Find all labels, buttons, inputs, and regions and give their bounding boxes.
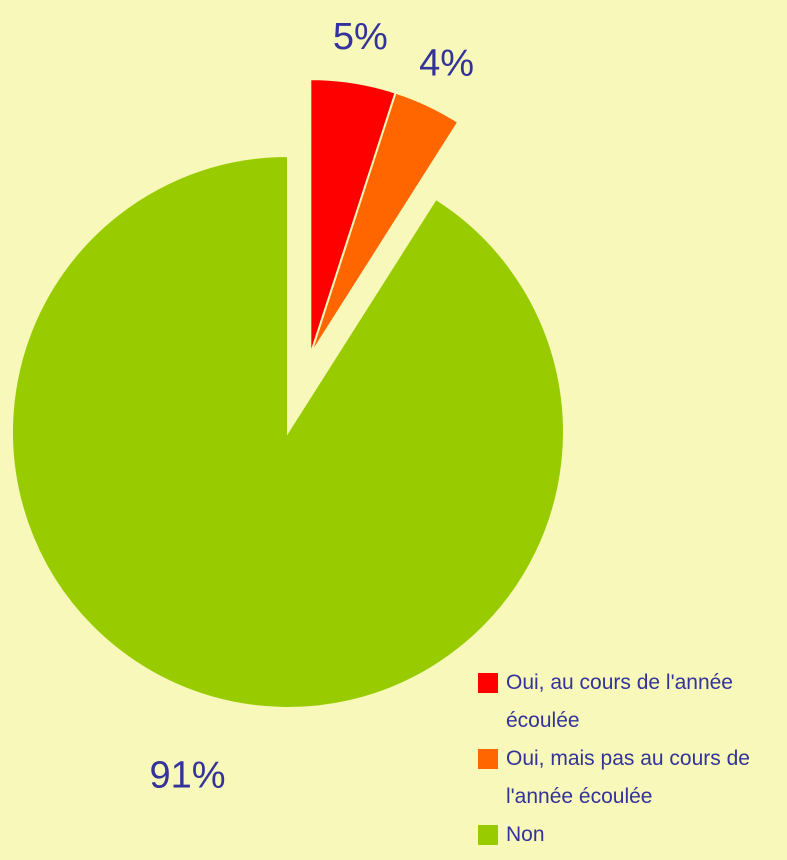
data-label: 91% [150,755,226,797]
pie-slice [309,91,460,356]
data-label: 4% [419,43,474,85]
legend-item: Oui, au cours de l'année écoulée [478,664,778,740]
legend-label: Non [506,823,545,846]
legend-swatch [478,673,498,693]
pie-slice [11,154,565,709]
legend-swatch [478,825,498,845]
legend-swatch [478,749,498,769]
legend-item: Non [478,816,778,854]
legend-item: Oui, mais pas au cours de l'année écoulé… [478,740,778,816]
legend-label: Oui, mais pas au cours de l'année écoulé… [506,747,750,808]
legend-label: Oui, au cours de l'année écoulée [506,671,733,732]
legend: Oui, au cours de l'année écoulée Oui, mai… [478,664,778,854]
data-label: 5% [333,16,388,58]
